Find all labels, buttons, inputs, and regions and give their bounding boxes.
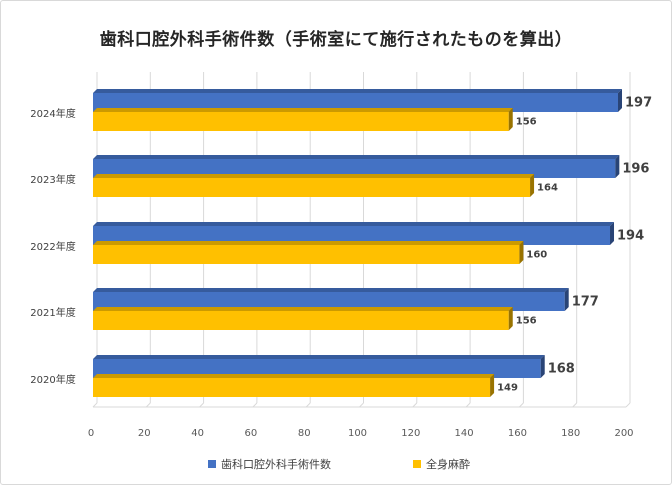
data-label: 156 [516, 316, 537, 327]
bar [93, 245, 520, 264]
category-label: 2024年度 [30, 107, 75, 120]
x-tick-label: 80 [298, 428, 311, 439]
x-tick-label: 160 [508, 428, 527, 439]
legend-item-surgery: 歯科口腔外科手術件数 [208, 456, 331, 472]
bar-end [508, 307, 513, 330]
bar-end [540, 355, 545, 378]
data-label: 156 [516, 117, 537, 128]
x-tick-label: 180 [561, 428, 580, 439]
bar-top [93, 108, 513, 112]
floor-gridline [519, 402, 524, 408]
floor-gridline [199, 402, 204, 408]
bar [93, 178, 531, 197]
category-label: 2021年度 [30, 306, 75, 319]
x-tick-label: 140 [455, 428, 474, 439]
x-tick-label: 120 [401, 428, 420, 439]
legend-label-surgery: 歯科口腔外科手術件数 [221, 458, 331, 471]
floor-gridline [412, 402, 418, 408]
category-label: 2023年度 [30, 173, 75, 186]
bar-top [93, 241, 524, 245]
x-tick-label: 100 [348, 428, 367, 439]
floor-gridline [465, 402, 471, 408]
bar [93, 93, 619, 112]
floor-gridline [252, 402, 258, 408]
bar-top [93, 374, 495, 378]
bar-top [93, 155, 620, 159]
bar-end [508, 108, 513, 131]
bar [93, 112, 509, 131]
data-label: 194 [617, 229, 644, 244]
bar-end [615, 155, 620, 178]
bar [93, 292, 565, 311]
chart-title: 歯科口腔外科手術件数（手術室にて施行されたものを算出） [99, 30, 573, 50]
x-tick-label: 200 [614, 428, 633, 439]
data-label: 177 [572, 295, 599, 310]
bar [93, 378, 491, 397]
data-label: 149 [497, 383, 518, 394]
data-label: 196 [622, 162, 649, 177]
legend-label-anesthesia: 全身麻酔 [426, 458, 470, 471]
bar-end [618, 89, 623, 112]
bar-end [610, 222, 615, 245]
bar [93, 359, 541, 378]
bar-top [93, 288, 569, 292]
bar [93, 226, 611, 245]
category-label: 2020年度 [30, 373, 75, 386]
bar-top [93, 89, 623, 93]
bar [93, 311, 509, 330]
legend-item-anesthesia: 全身麻酔 [413, 456, 470, 472]
x-tick-label: 60 [245, 428, 258, 439]
bar-end [564, 288, 569, 311]
floor-gridline [359, 402, 364, 408]
floor-gridline [625, 402, 631, 408]
x-tick-label: 20 [138, 428, 151, 439]
bar-top [93, 307, 513, 311]
legend-swatch-anesthesia [413, 460, 421, 468]
bar [93, 159, 616, 178]
bar-end [519, 241, 524, 264]
bar-top [93, 355, 545, 359]
data-label: 164 [537, 183, 558, 194]
bar-top [93, 222, 615, 226]
floor-gridline [92, 402, 98, 408]
data-label: 160 [526, 250, 547, 261]
x-tick-label: 40 [191, 428, 204, 439]
data-label: 168 [548, 362, 575, 377]
floor-gridline [572, 402, 578, 408]
data-label: 197 [625, 96, 652, 111]
bar-top [93, 174, 535, 178]
x-tick-label: 0 [88, 428, 94, 439]
bar-end [490, 374, 495, 397]
category-label: 2022年度 [30, 240, 75, 253]
floor-gridline [305, 402, 311, 408]
legend-swatch-surgery [208, 460, 216, 468]
floor-gridline [145, 402, 151, 408]
bar-end [530, 174, 535, 197]
